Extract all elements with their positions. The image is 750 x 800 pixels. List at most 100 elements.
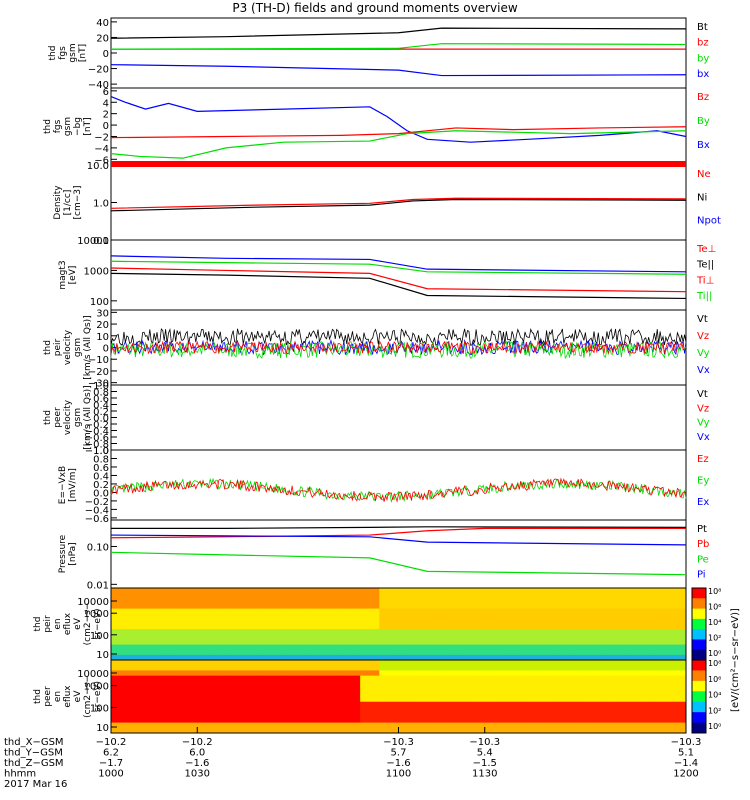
y-tick-label: 4 (103, 98, 109, 109)
heatmap-cell (599, 618, 610, 625)
heatmap-cell (226, 603, 237, 610)
heatmap-cell (542, 722, 553, 729)
heatmap-cell (609, 603, 620, 610)
heatmap-cell (130, 691, 141, 697)
heatmap-cell (283, 691, 294, 697)
heatmap-cell (523, 649, 534, 656)
heatmap-cell (273, 654, 284, 661)
heatmap-cell (657, 593, 668, 599)
heatmap-cell (494, 706, 505, 713)
heatmap-cell (312, 629, 323, 635)
heatmap-cell (628, 654, 639, 661)
heatmap-cell (580, 618, 591, 625)
heatmap-cell (657, 639, 668, 646)
heatmap-cell (120, 717, 131, 724)
heatmap-cell (321, 691, 332, 697)
heatmap-cell (254, 712, 265, 718)
heatmap-cell (638, 588, 649, 594)
heatmap-cell (446, 603, 457, 610)
heatmap-cell (273, 712, 284, 718)
heatmap-cell (590, 701, 601, 708)
heatmap-cell (465, 670, 476, 677)
heatmap-cell (427, 654, 438, 661)
heatmap-cell (149, 649, 160, 656)
heatmap-cell (130, 639, 141, 646)
colorbar-cell (692, 588, 706, 599)
peer_spec-ylabel: thd peer en eflux eV (cm2−s− sr−eV) (33, 675, 103, 718)
heatmap-cell (638, 593, 649, 599)
heatmap-cell (360, 686, 371, 692)
heatmap-cell (532, 608, 543, 615)
heatmap-cell (417, 613, 428, 620)
heatmap-cell (283, 706, 294, 713)
heatmap-cell (628, 712, 639, 718)
heatmap-cell (321, 727, 332, 734)
heatmap-cell (149, 706, 160, 713)
heatmap-cell (187, 670, 198, 677)
heatmap-cell (676, 722, 687, 729)
heatmap-cell (130, 624, 141, 630)
heatmap-cell (379, 593, 390, 599)
heatmap-cell (216, 675, 227, 682)
heatmap-cell (456, 624, 467, 630)
heatmap-cell (360, 675, 371, 682)
heatmap-cell (235, 675, 246, 682)
heatmap-cell (312, 624, 323, 630)
heatmap-cell (226, 706, 237, 713)
heatmap-cell (158, 706, 169, 713)
heatmap-cell (484, 665, 495, 671)
heatmap-cell (254, 680, 265, 687)
heatmap-cell (226, 613, 237, 620)
peer_vel-ylabel: thd peer velocity gsm [km/s (All Qs)] (43, 385, 93, 449)
heatmap-cell (408, 634, 419, 640)
heatmap-cell (168, 654, 179, 661)
heatmap-cell (388, 665, 399, 671)
heatmap-cell (542, 624, 553, 630)
heatmap-cell (532, 691, 543, 697)
heatmap-cell (130, 680, 141, 687)
heatmap-cell (206, 660, 217, 666)
heatmap-cell (551, 639, 562, 646)
colorbar-tick-label: 10⁰ (708, 722, 721, 731)
series-Pb (110, 527, 686, 539)
heatmap-cell (369, 670, 380, 677)
heatmap-cell (456, 722, 467, 729)
heatmap-cell (149, 675, 160, 682)
heatmap-cell (599, 639, 610, 646)
y-tick-label: 20 (96, 320, 109, 331)
heatmap-cell (302, 665, 313, 671)
heatmap-cell (618, 686, 629, 692)
heatmap-cell (494, 722, 505, 729)
heatmap-cell (599, 680, 610, 687)
heatmap-cell (532, 701, 543, 708)
heatmap-cell (666, 593, 677, 599)
colorbar-tick-label: 10² (708, 634, 721, 643)
heatmap-cell (254, 701, 265, 708)
heatmap-cell (647, 670, 658, 677)
heatmap-cell (494, 593, 505, 599)
heatmap-cell (599, 603, 610, 610)
heatmap-cell (446, 717, 457, 724)
heatmap-cell (408, 608, 419, 615)
heatmap-cell (417, 722, 428, 729)
heatmap-cell (120, 608, 131, 615)
heatmap-cell (360, 706, 371, 713)
heatmap-cell (417, 696, 428, 703)
ylabel-line: velocity (63, 399, 73, 435)
heatmap-cell (580, 680, 591, 687)
legend-Ti⊥: Ti⊥ (696, 275, 714, 286)
heatmap-cell (590, 717, 601, 724)
ephem-value: 5.7 (391, 748, 407, 759)
heatmap-cell (456, 686, 467, 692)
heatmap-cell (158, 665, 169, 671)
heatmap-cell (676, 598, 687, 604)
heatmap-cell (647, 727, 658, 734)
heatmap-cell (197, 654, 208, 661)
heatmap-cell (206, 680, 217, 687)
heatmap-cell (226, 691, 237, 697)
heatmap-cell (379, 608, 390, 615)
heatmap-cell (283, 618, 294, 625)
heatmap-cell (168, 701, 179, 708)
heatmap-cell (417, 608, 428, 615)
heatmap-cell (283, 675, 294, 682)
